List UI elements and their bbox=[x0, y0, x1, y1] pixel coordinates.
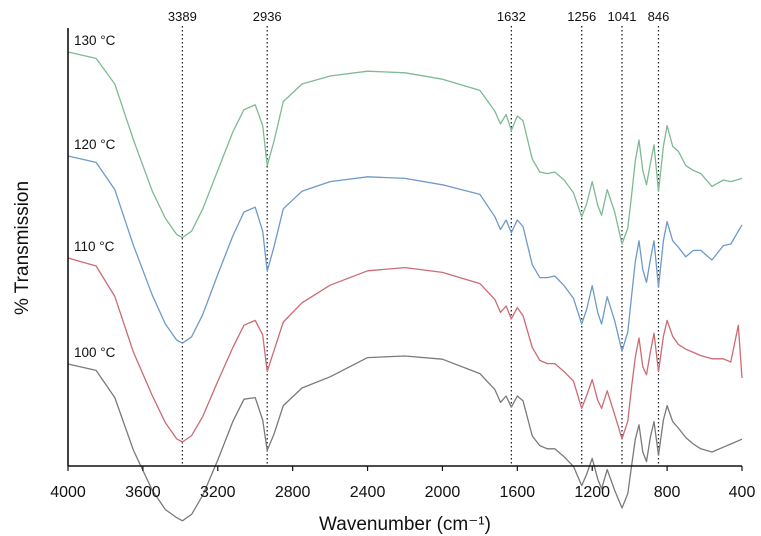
x-axis-ticks: 4000 3600 3200 2800 2400 2000 1600 1200 800 400 bbox=[50, 466, 755, 501]
peak-label-1041: 1041 bbox=[608, 9, 637, 24]
x-tick-label-2400: 2400 bbox=[350, 484, 386, 501]
spectra-series bbox=[67, 51, 743, 522]
series-line-100c bbox=[67, 355, 743, 522]
series-line-110c bbox=[67, 257, 743, 443]
x-tick-label-1600: 1600 bbox=[500, 484, 536, 501]
x-tick-label-2000: 2000 bbox=[425, 484, 461, 501]
series-line-120c bbox=[67, 155, 743, 352]
series-label-110c: 110 °C bbox=[74, 239, 115, 254]
peak-label-1632: 1632 bbox=[497, 9, 526, 24]
series-label-100c: 100 °C bbox=[74, 345, 116, 360]
peak-label-846: 846 bbox=[648, 9, 670, 24]
x-tick-label-1200: 1200 bbox=[574, 484, 610, 501]
series-label-120c: 120 °C bbox=[74, 137, 116, 152]
peak-marker-lines bbox=[181, 26, 660, 466]
x-tick-label-400: 400 bbox=[729, 484, 756, 501]
x-tick-label-3600: 3600 bbox=[125, 484, 161, 501]
x-tick-label-3200: 3200 bbox=[200, 484, 236, 501]
peak-label-2936: 2936 bbox=[253, 9, 282, 24]
series-label-130c: 130 °C bbox=[74, 33, 116, 48]
x-tick-label-800: 800 bbox=[654, 484, 681, 501]
x-axis-title: Wavenumber (cm⁻¹) bbox=[319, 514, 491, 535]
x-tick-label-4000: 4000 bbox=[50, 484, 86, 501]
peak-marker-labels: 3389 2936 1632 1256 1041 846 bbox=[168, 9, 669, 24]
peak-label-3389: 3389 bbox=[168, 9, 197, 24]
x-tick-label-2800: 2800 bbox=[275, 484, 311, 501]
series-line-130c bbox=[67, 51, 743, 245]
y-axis-title: % Transmission bbox=[12, 181, 33, 315]
peak-label-1256: 1256 bbox=[567, 9, 596, 24]
series-labels: 130 °C 120 °C 110 °C 100 °C bbox=[74, 33, 116, 360]
